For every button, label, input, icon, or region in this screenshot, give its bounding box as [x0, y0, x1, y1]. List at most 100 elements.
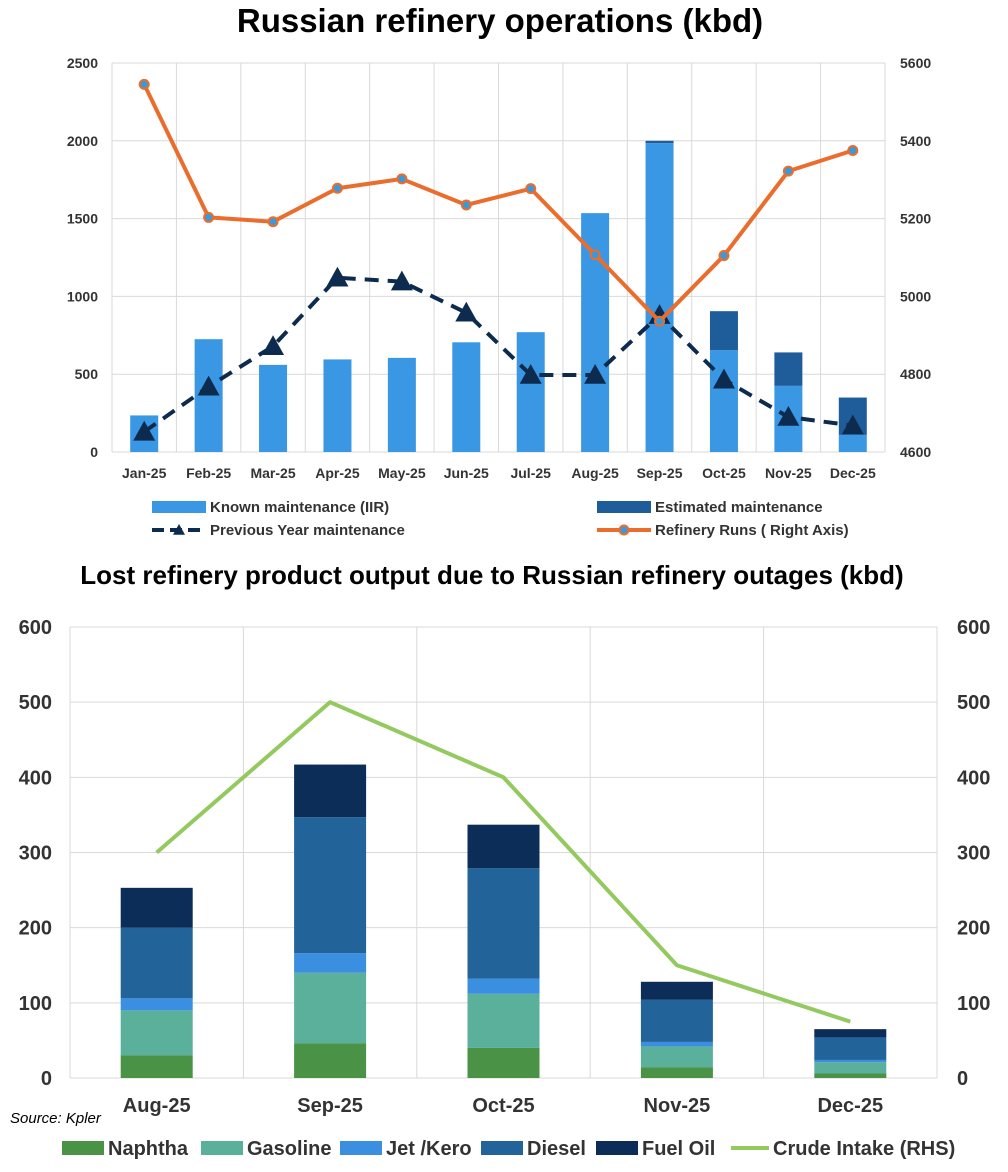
data-point — [718, 250, 730, 262]
legend-swatch — [481, 1141, 523, 1155]
bar — [709, 350, 738, 452]
data-point — [326, 266, 349, 287]
bar — [645, 143, 674, 452]
bar — [120, 887, 193, 928]
x-tick-label: May-25 — [378, 465, 426, 481]
bar — [640, 1067, 713, 1078]
data-point — [267, 216, 279, 228]
x-tick-label: Dec-25 — [817, 1095, 883, 1117]
bar — [467, 824, 540, 869]
data-point — [782, 165, 794, 177]
y2-tick-label: 5200 — [900, 211, 931, 227]
source-note: Source: Kpler — [10, 1110, 101, 1127]
bar — [120, 998, 193, 1011]
data-point — [197, 375, 220, 396]
data-point — [455, 301, 478, 322]
bar — [294, 817, 367, 954]
y-tick-label: 600 — [19, 617, 52, 639]
bar — [120, 1055, 193, 1078]
legend-swatch — [62, 1141, 104, 1155]
data-point — [133, 420, 156, 441]
chart2-title: Lost refinery product output due to Russ… — [80, 560, 904, 590]
y-tick-label: 300 — [19, 843, 52, 865]
bar — [294, 1043, 367, 1078]
y-tick-label: 1000 — [67, 288, 98, 304]
bar — [323, 359, 352, 452]
bar — [640, 1041, 713, 1047]
bar — [452, 342, 481, 452]
bar — [814, 1037, 887, 1060]
data-point — [841, 414, 864, 435]
bar — [640, 981, 713, 1000]
y2-tick-label: 5600 — [900, 55, 931, 71]
data-point — [525, 183, 537, 195]
bar — [467, 868, 540, 979]
bar — [814, 1073, 887, 1078]
y-tick-label: 0 — [90, 444, 98, 460]
bar — [645, 140, 674, 144]
data-point — [460, 199, 472, 211]
data-point — [847, 145, 859, 157]
legend-swatch — [597, 501, 651, 513]
y-tick-label: 500 — [19, 692, 52, 714]
bar — [120, 927, 193, 999]
bar — [467, 1047, 540, 1078]
bar — [640, 999, 713, 1042]
y-tick-label: 500 — [75, 366, 99, 382]
data-point — [712, 368, 735, 389]
x-tick-label: Mar-25 — [250, 465, 295, 481]
y-tick-label: 2000 — [67, 133, 98, 149]
y2-tick-label: 0 — [957, 1068, 968, 1090]
legend-label: Jet /Kero — [386, 1138, 472, 1160]
bar — [120, 1010, 193, 1056]
bar — [194, 339, 223, 452]
bar — [814, 1059, 887, 1063]
legend-label: Diesel — [527, 1138, 586, 1160]
x-tick-label: Apr-25 — [315, 465, 360, 481]
chart1-title: Russian refinery operations (kbd) — [236, 2, 764, 39]
x-tick-label: Dec-25 — [830, 465, 876, 481]
legend-label: Known maintenance (IIR) — [210, 499, 389, 516]
legend-label: Gasoline — [247, 1138, 331, 1160]
legend-marker — [618, 524, 630, 536]
y-tick-label: 0 — [41, 1068, 52, 1090]
x-tick-label: Sep-25 — [297, 1095, 363, 1117]
data-point — [331, 182, 343, 194]
legend-label: Estimated maintenance — [655, 499, 823, 516]
bar — [467, 993, 540, 1048]
y2-tick-label: 400 — [957, 767, 990, 789]
bar — [516, 332, 545, 452]
y2-tick-label: 500 — [957, 692, 990, 714]
x-tick-label: Jan-25 — [122, 465, 167, 481]
x-tick-label: Feb-25 — [186, 465, 231, 481]
y-tick-label: 1500 — [67, 211, 98, 227]
legend-swatch — [201, 1141, 243, 1155]
bar — [387, 357, 416, 452]
legend-label: Crude Intake (RHS) — [773, 1138, 955, 1160]
y-tick-label: 100 — [19, 993, 52, 1015]
data-point — [648, 304, 671, 324]
x-tick-label: Aug-25 — [123, 1095, 191, 1117]
bar — [838, 434, 867, 452]
legend-swatch — [152, 501, 206, 513]
bar — [294, 972, 367, 1044]
bar — [467, 978, 540, 994]
legend-marker — [173, 524, 185, 535]
bar — [709, 311, 738, 351]
x-tick-label: Nov-25 — [644, 1095, 711, 1117]
legend-label: Previous Year maintenance — [210, 522, 405, 539]
y2-tick-label: 4600 — [900, 444, 931, 460]
bar — [640, 1046, 713, 1068]
x-tick-label: Oct-25 — [472, 1095, 534, 1117]
bar — [259, 364, 288, 452]
bar — [814, 1029, 887, 1038]
data-point — [777, 405, 800, 426]
y-tick-label: 400 — [19, 767, 52, 789]
x-tick-label: Nov-25 — [765, 465, 812, 481]
y-tick-label: 2500 — [67, 55, 98, 71]
y2-tick-label: 5000 — [900, 288, 931, 304]
y2-tick-label: 4800 — [900, 366, 931, 382]
data-point — [584, 363, 607, 384]
data-point — [396, 173, 408, 185]
